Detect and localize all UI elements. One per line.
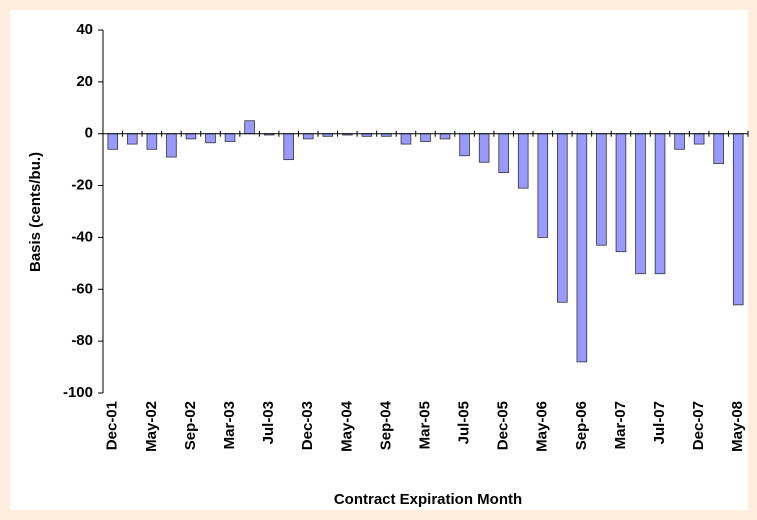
bar: [498, 133, 509, 174]
bar: [537, 133, 549, 238]
x-tick-label: Jul-05: [456, 401, 473, 444]
x-axis-label: Contract Expiration Month: [334, 491, 522, 508]
bar: [517, 133, 529, 189]
bar: [732, 133, 744, 306]
x-tick-label: Mar-07: [612, 401, 629, 449]
x-tick-label: Dec-05: [495, 401, 512, 450]
bar: [478, 133, 490, 163]
bar: [635, 133, 646, 275]
y-axis-label: Basis (cents/bu.): [27, 152, 44, 272]
bar: [654, 133, 666, 275]
chart-area: [10, 10, 748, 510]
y-tick-label: -20: [71, 177, 93, 194]
y-tick-label: 20: [76, 73, 93, 90]
bar: [107, 133, 119, 150]
bar: [146, 133, 158, 150]
bar: [596, 133, 607, 246]
x-tick-label: Jul-07: [651, 401, 668, 444]
x-tick-label: Dec-07: [690, 401, 707, 450]
bar: [420, 133, 431, 142]
y-tick-label: -80: [71, 332, 93, 349]
x-tick-label: May-08: [729, 401, 746, 452]
bar: [576, 133, 588, 363]
x-tick-label: Mar-03: [221, 401, 238, 449]
bar: [283, 133, 294, 161]
bar: [674, 133, 685, 150]
x-tick-label: Dec-03: [299, 401, 316, 450]
y-tick-label: -60: [71, 280, 93, 297]
bar: [205, 133, 216, 144]
x-tick-label: Mar-05: [416, 401, 433, 449]
bar: [224, 133, 236, 142]
y-tick-label: 40: [76, 21, 93, 38]
bar: [693, 133, 705, 145]
x-tick-label: May-04: [338, 400, 355, 452]
y-tick-label: -100: [63, 384, 93, 401]
bar: [185, 133, 197, 140]
bar: [713, 133, 724, 164]
bar: [557, 133, 568, 303]
x-tick-label: May-06: [534, 401, 551, 452]
y-tick-label: -40: [71, 228, 93, 245]
x-tick-label: Dec-01: [104, 401, 121, 450]
bar: [127, 133, 138, 145]
bar: [166, 133, 177, 158]
bar: [615, 133, 627, 253]
y-tick-label: 0: [85, 125, 93, 142]
x-tick-label: Jul-03: [260, 401, 277, 444]
x-tick-label: Sep-04: [377, 400, 394, 450]
bar: [400, 133, 412, 145]
bar: [302, 133, 314, 140]
x-tick-label: May-02: [143, 401, 160, 452]
bar: [459, 133, 470, 157]
x-tick-label: Sep-06: [573, 401, 590, 450]
bar: [439, 133, 451, 140]
x-tick-label: Sep-02: [182, 401, 199, 450]
bar: [244, 120, 255, 135]
